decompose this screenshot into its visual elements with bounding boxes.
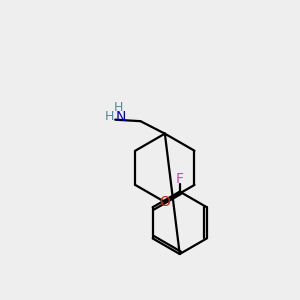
- Text: N: N: [115, 110, 126, 124]
- Text: F: F: [176, 172, 184, 186]
- Text: O: O: [159, 195, 170, 209]
- Text: H: H: [114, 101, 124, 114]
- Text: H: H: [105, 110, 114, 123]
